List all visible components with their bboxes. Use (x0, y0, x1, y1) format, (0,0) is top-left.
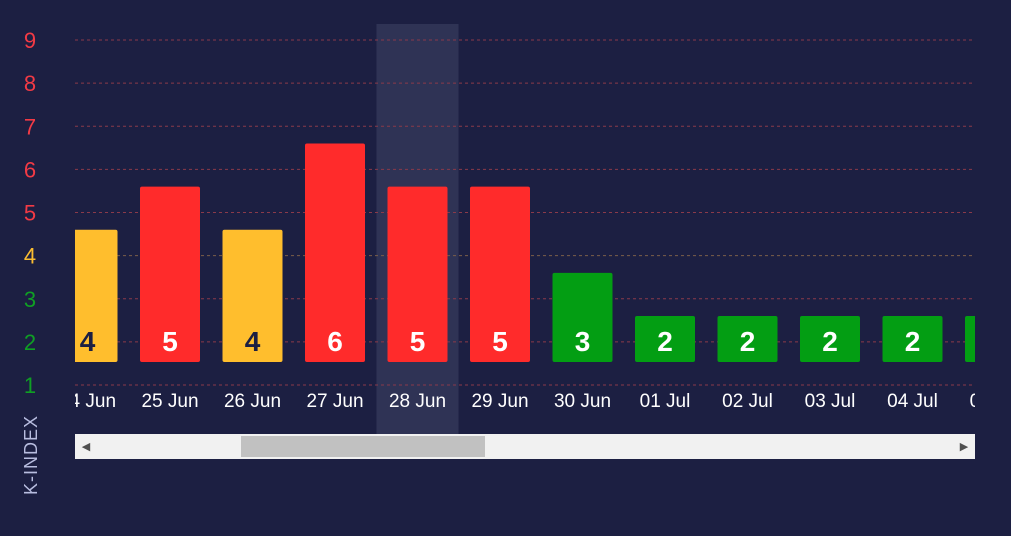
y-tick-label: 5 (24, 201, 36, 226)
y-tick-label: 3 (24, 287, 36, 312)
x-tick-label: 24 Jun (59, 391, 116, 412)
bar (140, 186, 200, 362)
bar-value-label: 2 (987, 326, 1003, 357)
bar (470, 186, 530, 362)
x-tick-label: 05 Jul (970, 391, 1011, 412)
bar-value-label: 3 (575, 326, 591, 357)
bar-value-label: 5 (162, 326, 178, 357)
bar (552, 272, 613, 362)
bar-value-label: 4 (245, 326, 261, 357)
scroll-left-arrow-icon[interactable]: ◀ (81, 441, 91, 453)
y-tick-label: 1 (24, 373, 36, 398)
y-tick-label: 4 (24, 244, 36, 269)
x-tick-label: 03 Jul (805, 391, 856, 412)
x-tick-label: 26 Jun (224, 391, 281, 412)
x-tick-label: 02 Jul (722, 391, 773, 412)
x-tick-label: 27 Jun (306, 391, 363, 412)
bar-value-label: 6 (327, 326, 343, 357)
bar (800, 316, 860, 362)
y-tick-label: 2 (24, 330, 36, 355)
y-tick-label: 8 (24, 71, 36, 96)
bar (305, 143, 365, 362)
x-tick-label: 04 Jul (887, 391, 938, 412)
bar-value-label: 2 (657, 326, 673, 357)
y-tick-label: 9 (24, 28, 36, 53)
bar (387, 186, 448, 362)
bar (222, 229, 283, 362)
x-tick-label: 25 Jun (141, 391, 198, 412)
bar-value-label: 2 (905, 326, 921, 357)
y-tick-label: 6 (24, 157, 36, 182)
y-tick-label: 7 (24, 114, 36, 139)
scroll-right-arrow-icon[interactable]: ▶ (959, 441, 969, 453)
bar (965, 316, 975, 362)
bar (75, 229, 118, 362)
bar (717, 316, 778, 362)
bar-value-label: 2 (740, 326, 756, 357)
bar (882, 316, 943, 362)
x-tick-label: 01 Jul (640, 391, 691, 412)
bar-value-label: 5 (492, 326, 508, 357)
bar-value-label: 2 (822, 326, 838, 357)
x-tick-label: 28 Jun (389, 391, 446, 412)
x-tick-label: 30 Jun (554, 391, 611, 412)
bar-value-label: 4 (80, 326, 96, 357)
horizontal-scrollbar[interactable]: ◀ ▶ (75, 434, 975, 459)
scrollbar-thumb[interactable] (241, 436, 485, 457)
x-tick-label: 29 Jun (471, 391, 528, 412)
y-axis-label: K-INDEX (21, 415, 41, 495)
bar (635, 316, 695, 362)
bar-value-label: 5 (410, 326, 426, 357)
